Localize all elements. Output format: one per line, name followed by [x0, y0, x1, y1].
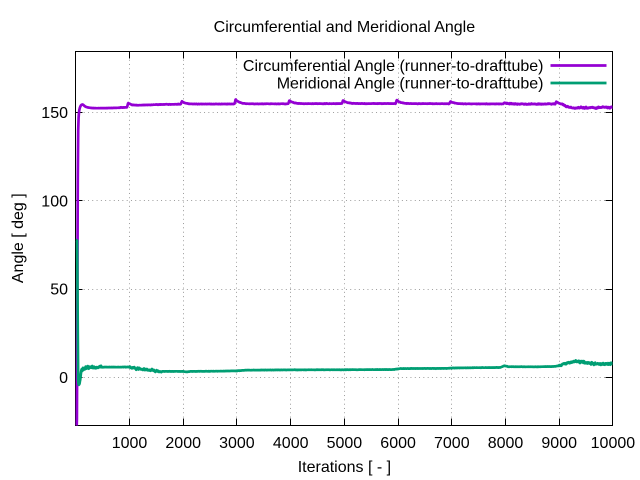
svg-text:150: 150 — [41, 105, 68, 122]
svg-text:5000: 5000 — [327, 435, 363, 452]
svg-text:6000: 6000 — [380, 435, 416, 452]
svg-text:8000: 8000 — [488, 435, 524, 452]
svg-text:10000: 10000 — [591, 435, 636, 452]
svg-text:9000: 9000 — [541, 435, 577, 452]
svg-text:Meridional Angle (runner-to-dr: Meridional Angle (runner-to-drafttube) — [277, 76, 544, 93]
svg-text:0: 0 — [59, 370, 68, 387]
svg-text:Circumferential Angle (runner-: Circumferential Angle (runner-to-drafttu… — [243, 58, 544, 75]
svg-text:4000: 4000 — [273, 435, 309, 452]
svg-text:7000: 7000 — [434, 435, 470, 452]
svg-text:1000: 1000 — [112, 435, 148, 452]
svg-text:Circumferential and Meridional: Circumferential and Meridional Angle — [214, 19, 476, 36]
svg-text:2000: 2000 — [165, 435, 201, 452]
svg-text:100: 100 — [41, 193, 68, 210]
svg-text:3000: 3000 — [219, 435, 255, 452]
svg-text:Angle [ deg ]: Angle [ deg ] — [10, 193, 27, 283]
svg-text:Iterations [ - ]: Iterations [ - ] — [298, 459, 391, 476]
svg-text:50: 50 — [50, 282, 68, 299]
